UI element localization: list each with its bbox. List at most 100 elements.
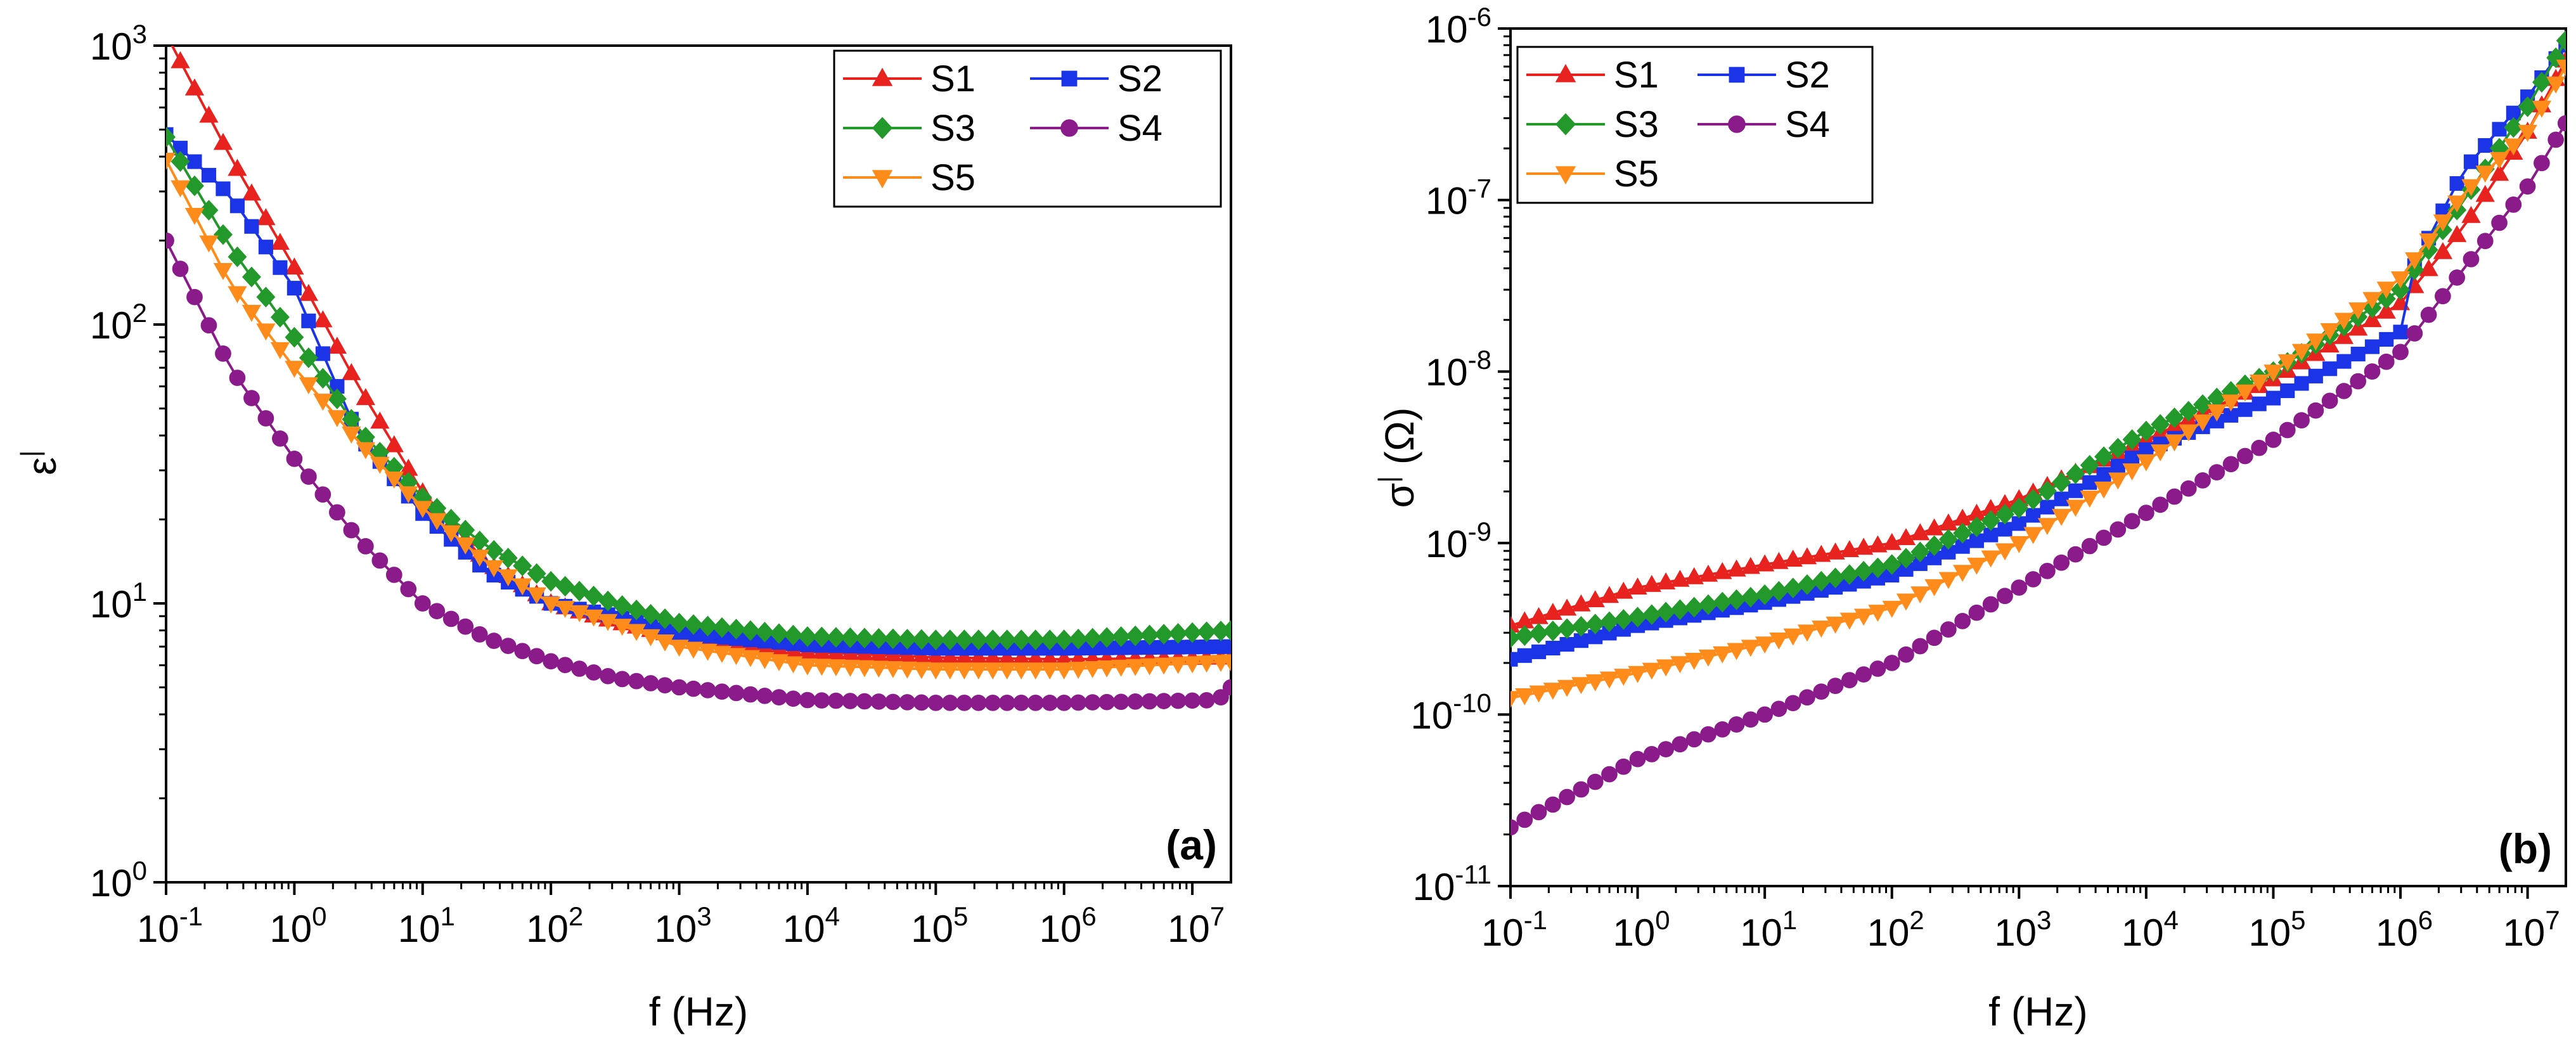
series-S4 [166, 232, 1231, 711]
data-point-S3 [2122, 429, 2142, 450]
data-point-S4 [2364, 363, 2381, 380]
data-point-S3 [171, 151, 190, 172]
data-point-S5 [2489, 151, 2509, 169]
x-tick-label: 100 [1613, 905, 1670, 954]
data-point-S3 [669, 612, 689, 634]
data-point-S3 [969, 629, 988, 650]
data-point-S2 [187, 154, 202, 169]
data-point-S5 [199, 235, 219, 253]
data-point-S4 [600, 667, 616, 685]
data-point-S1 [1727, 559, 1746, 577]
y-axis-title: σ| (Ω) [1373, 408, 1422, 508]
data-point-S2 [2011, 516, 2026, 531]
data-point-S4 [215, 345, 231, 362]
data-point-S1 [2419, 259, 2438, 276]
legend-marker [1555, 63, 1576, 82]
data-point-S4 [2251, 439, 2268, 456]
data-point-S5 [1599, 671, 1620, 689]
data-point-S2 [2478, 138, 2493, 153]
data-point-S4 [2096, 529, 2112, 546]
data-point-S3 [2556, 30, 2566, 51]
data-point-S3 [1897, 548, 1916, 569]
data-point-S5 [2334, 312, 2354, 330]
legend-label: S1 [1614, 55, 1659, 96]
data-point-S3 [940, 629, 960, 650]
data-point-S1 [1783, 550, 1803, 567]
data-point-S4 [1559, 788, 1575, 806]
data-point-S4 [2067, 546, 2084, 563]
data-point-S4 [2208, 464, 2225, 480]
data-point-S5 [555, 601, 575, 618]
x-tick-label: 10-1 [137, 901, 203, 950]
data-point-S4 [486, 633, 503, 649]
data-point-S5 [1938, 572, 1959, 589]
data-point-S5 [926, 662, 946, 680]
legend-item-S3: S3 [1526, 104, 1659, 145]
data-point-S3 [726, 619, 746, 640]
data-point-S3 [2052, 472, 2071, 493]
data-point-S3 [541, 570, 561, 592]
data-point-S5 [1168, 657, 1188, 674]
data-point-S4 [186, 288, 203, 306]
data-point-S5 [2376, 281, 2396, 299]
legend-item-S2: S2 [1030, 58, 1162, 100]
data-point-S5 [698, 643, 718, 661]
data-point-S2 [2280, 383, 2295, 399]
data-point-S4 [229, 370, 246, 386]
data-point-S4 [2519, 178, 2536, 195]
data-point-S5 [2277, 354, 2297, 371]
data-point-S5 [2433, 214, 2453, 232]
data-point-S5 [2207, 404, 2227, 422]
data-point-S2 [2125, 450, 2140, 466]
data-point-S2 [2322, 361, 2338, 376]
data-point-S3 [612, 595, 632, 616]
data-point-S5 [2556, 60, 2566, 77]
data-point-S2 [287, 281, 302, 296]
data-point-S2 [273, 260, 288, 275]
data-point-S5 [413, 501, 432, 518]
data-point-S4 [1184, 692, 1201, 709]
data-point-S4 [1671, 736, 1689, 753]
data-point-S5 [1684, 653, 1704, 670]
data-point-S1 [299, 283, 319, 301]
data-point-S4 [2222, 456, 2239, 473]
data-point-S4 [2336, 383, 2352, 399]
data-point-S4 [499, 638, 517, 654]
data-point-S5 [826, 659, 846, 677]
data-point-S3 [2094, 446, 2114, 467]
data-point-S1 [2362, 310, 2382, 328]
data-point-S4 [514, 643, 531, 660]
x-tick-label: 106 [2376, 905, 2433, 954]
data-point-S5 [1698, 649, 1718, 667]
data-point-S4 [941, 695, 958, 711]
data-point-S3 [698, 615, 718, 637]
data-point-S5 [171, 180, 190, 198]
data-point-S4 [2109, 521, 2127, 538]
data-point-S2 [2393, 325, 2408, 340]
data-point-S3 [769, 623, 789, 645]
data-point-S3 [1097, 627, 1117, 648]
data-point-S4 [728, 685, 745, 702]
data-point-S4 [385, 567, 402, 583]
data-point-S5 [1012, 662, 1031, 680]
data-point-S1 [1698, 564, 1718, 582]
data-point-S4 [1968, 604, 1985, 621]
data-point-S5 [2108, 472, 2128, 490]
data-point-S4 [428, 603, 446, 620]
data-point-S5 [2037, 518, 2058, 536]
data-point-S5 [983, 662, 1003, 680]
data-point-S5 [2475, 165, 2495, 183]
data-point-S1 [242, 183, 262, 201]
data-point-S4 [685, 680, 702, 697]
data-point-S4 [614, 671, 631, 688]
data-point-S4 [828, 692, 844, 709]
data-point-S1 [1670, 569, 1690, 587]
data-point-S2 [2082, 475, 2097, 490]
data-point-S3 [1995, 504, 2015, 525]
data-point-S3 [1967, 516, 1987, 537]
data-point-S3 [826, 627, 846, 648]
data-point-S4 [471, 626, 488, 643]
data-point-S5 [1670, 656, 1690, 674]
data-point-S1 [2489, 164, 2509, 181]
data-point-S5 [327, 410, 347, 427]
